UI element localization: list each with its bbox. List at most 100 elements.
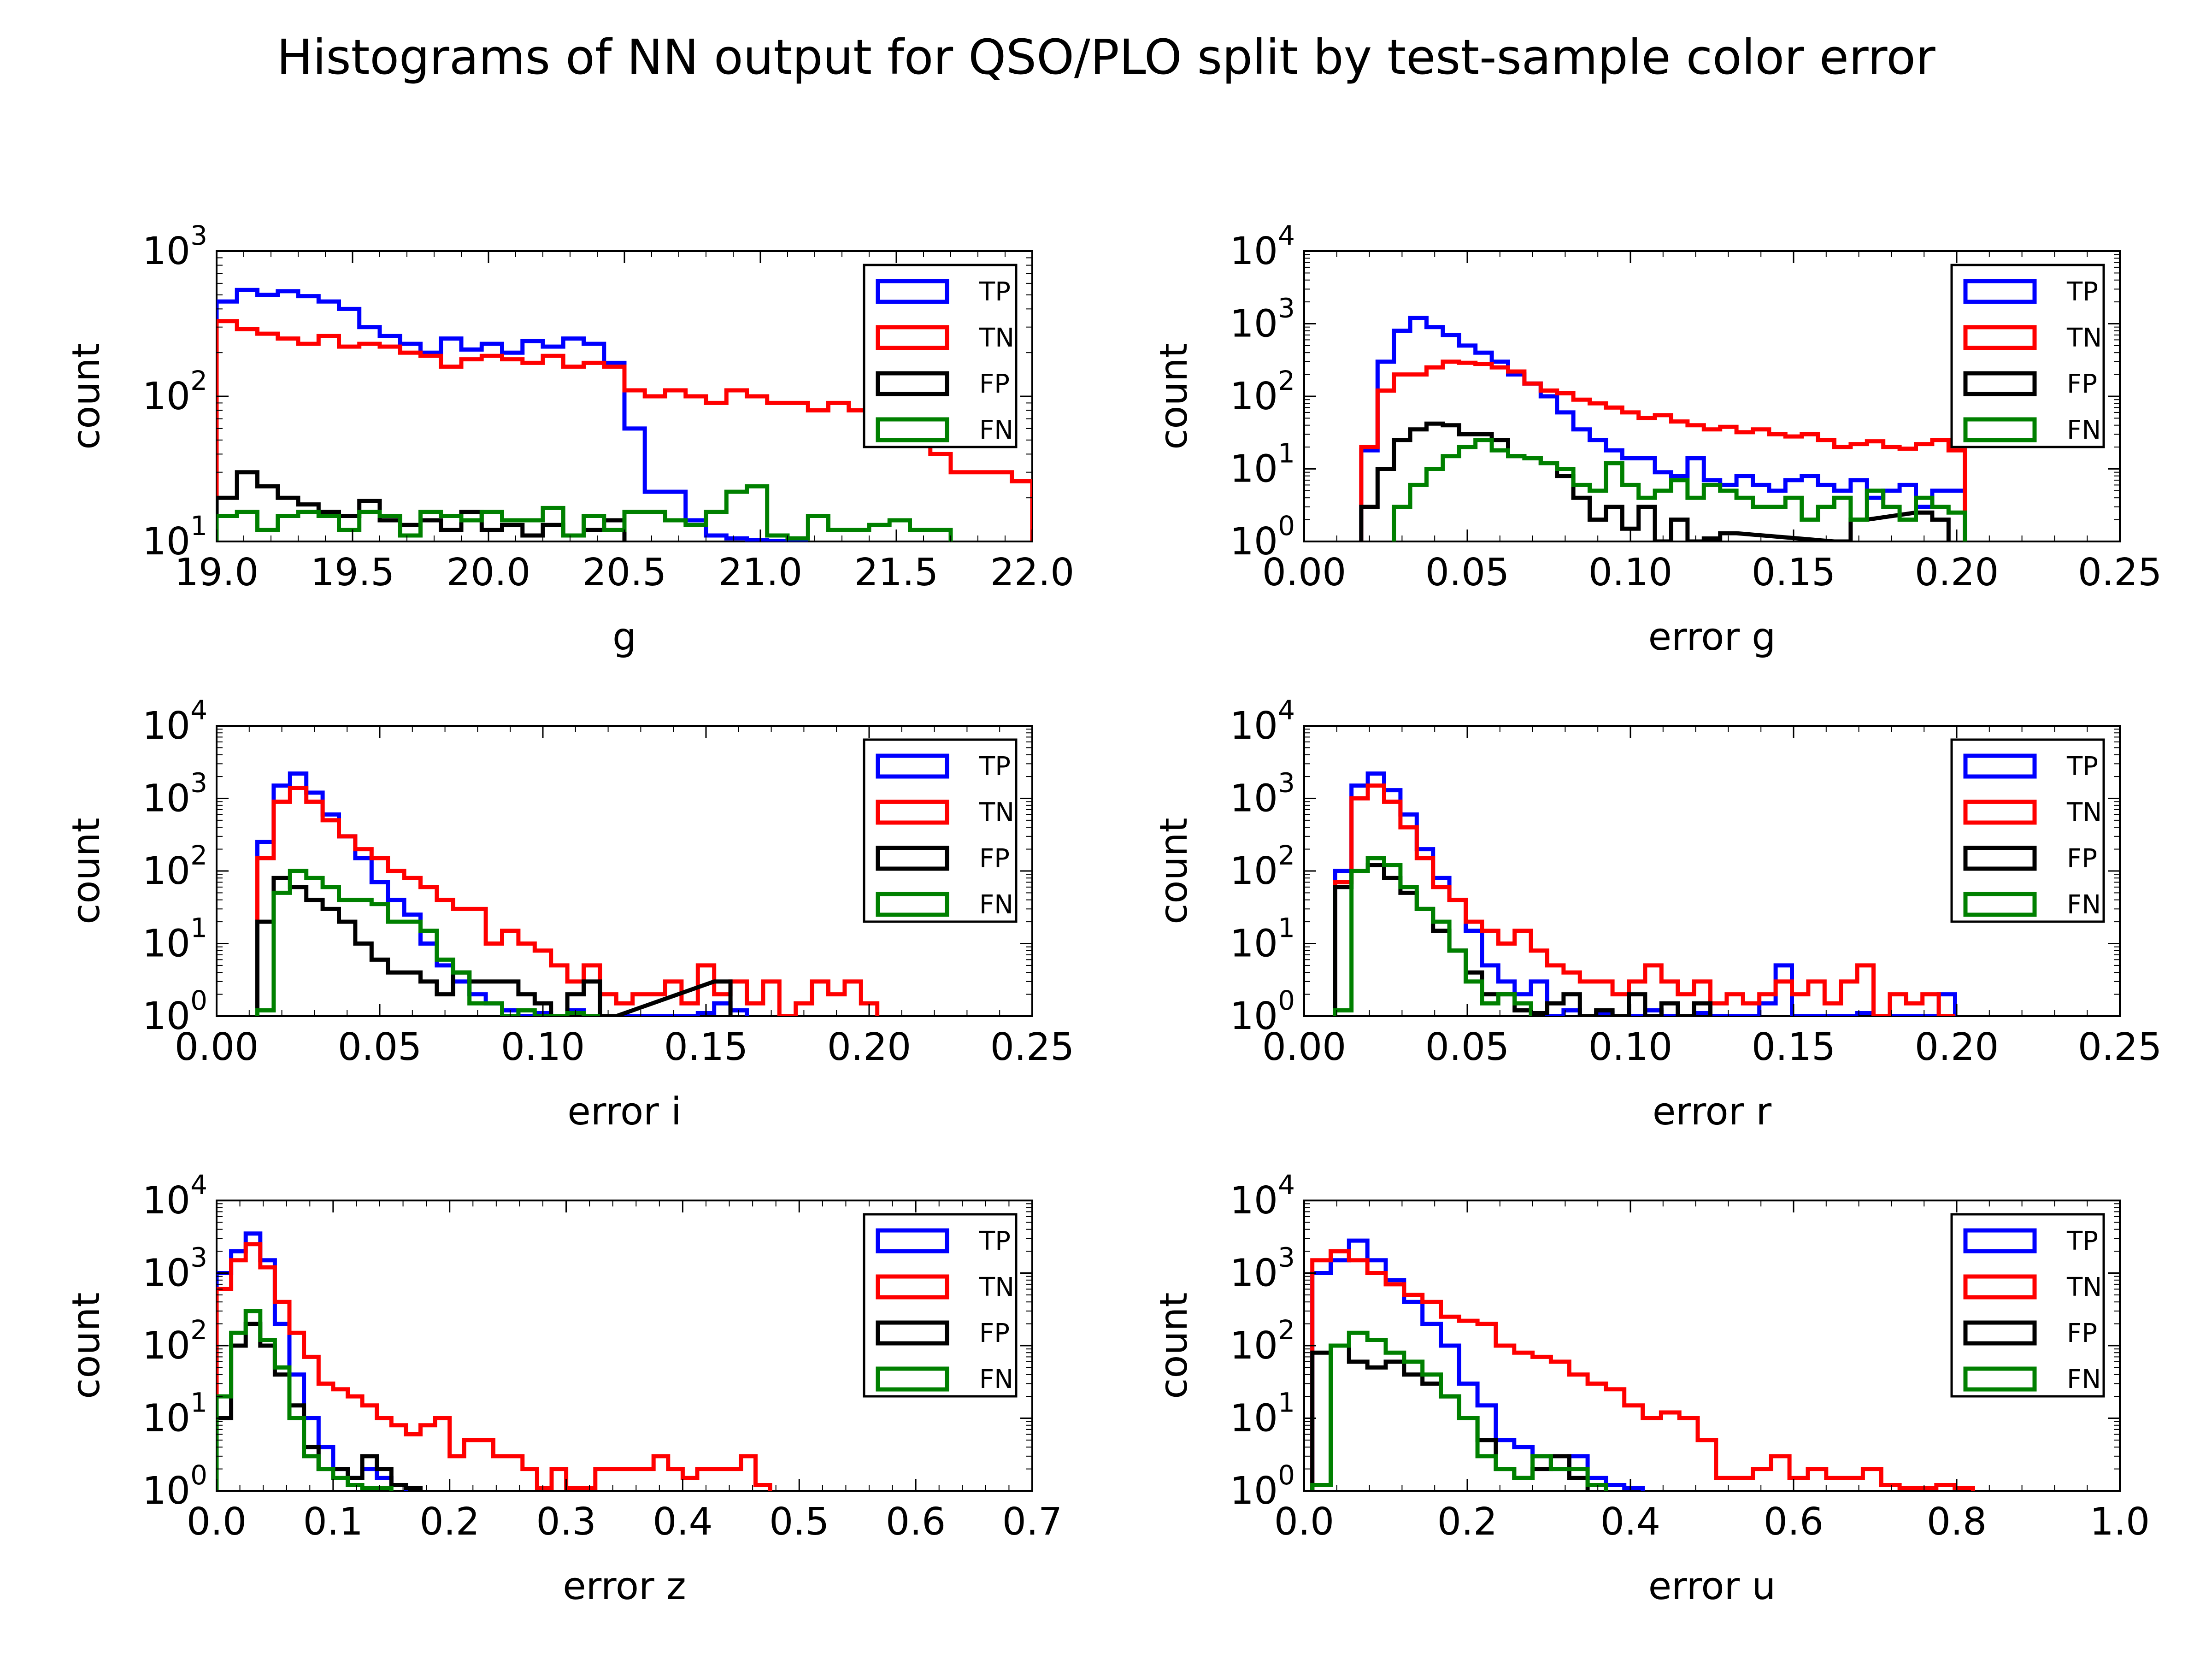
legend-label-TP: TP [979,752,1011,782]
y-tick-exponent: 2 [1278,1314,1295,1346]
y-tick-exponent: 1 [1278,912,1295,944]
y-tick-label: 100 [1230,510,1295,564]
y-tick-base: 10 [142,1179,190,1223]
legend-box [1950,738,2105,923]
y-tick-base: 10 [1230,447,1278,491]
legend-label-FN: FN [979,890,1013,920]
legend-swatch-FP [1963,846,2037,871]
legend-swatch-FP [1963,371,2037,396]
legend-swatch-TN [1963,1274,2037,1300]
y-tick-base: 10 [142,1324,190,1368]
legend-label-FP: FP [979,844,1010,874]
y-tick-label: 104 [1230,220,1295,273]
legend-label-TN: TN [2066,323,2102,353]
x-axis-label: error g [1648,615,1776,659]
x-tick-label: 0.05 [338,1025,422,1069]
x-tick-label: 0.10 [1588,551,1673,594]
y-tick-base: 10 [1230,302,1278,346]
y-tick-exponent: 4 [190,1169,207,1200]
y-axis-label: count [1152,1292,1196,1399]
legend-label-FP: FP [2067,369,2097,399]
x-tick-label: 0.6 [1764,1500,1824,1544]
series-TN [217,1242,772,1491]
legend-swatch-TN [876,800,949,825]
series-FN [217,484,953,541]
x-tick-label: 20.0 [447,551,531,594]
legend-swatch-TP [1963,1228,2037,1253]
x-axis-label: error r [1653,1090,1772,1134]
x-tick-label: 0.20 [1915,1025,1999,1069]
y-tick-exponent: 0 [1278,510,1295,541]
histogram-lines [255,771,880,1016]
legend-swatch-TN [876,1274,949,1300]
legend-label-TN: TN [979,1272,1014,1302]
subplot-grid: 19.0 19.5 20.0 20.5 21.0 21.5 22.0101102103gco… [65,220,2162,1608]
y-axis-label: count [65,818,108,924]
x-tick-label: 0.15 [1752,1025,1836,1069]
histogram-lines [1359,316,1967,541]
legend-swatch-TP [876,279,949,304]
y-tick-base: 10 [1230,777,1278,821]
y-tick-base: 10 [1230,1324,1278,1368]
series-TP [217,288,808,541]
y-tick-base: 10 [142,1397,190,1441]
x-tick-label: 0.25 [2078,1025,2162,1069]
y-tick-base: 10 [1230,1179,1278,1223]
y-tick-label: 103 [142,767,207,821]
legend-swatch-TP [876,753,949,779]
legend-swatch-FP [1963,1320,2037,1346]
x-tick-label: 0.15 [1752,551,1836,594]
legend: TP TN FP FN [863,264,1018,448]
y-tick-label: 103 [1230,767,1295,821]
series-FN [1333,856,1533,1016]
x-tick-label: 19.5 [311,551,395,594]
x-tick-label: 0.20 [1915,551,1999,594]
legend-box [863,738,1018,923]
legend-box [1950,264,2105,448]
y-tick-exponent: 0 [190,985,207,1016]
series-FN [217,1309,394,1491]
series-TN [255,786,880,1016]
series-FP [1359,421,1951,541]
y-tick-base: 10 [142,1469,190,1513]
x-axis-label: error z [563,1565,686,1608]
x-axis-label: error i [567,1090,681,1134]
x-tick-label: 0.0 [1274,1500,1334,1544]
legend-box [863,1213,1018,1398]
y-tick-base: 10 [142,520,190,564]
y-tick-exponent: 3 [1278,293,1295,324]
legend: TP TN FP FN [1950,738,2105,923]
series-TN [1310,1249,1975,1491]
y-tick-label: 102 [1230,1314,1295,1368]
y-tick-base: 10 [1230,704,1278,748]
series-TN [1333,783,1955,1016]
histogram-lines [1333,771,1957,1016]
legend-label-TP: TP [979,277,1011,307]
y-tick-label: 102 [1230,840,1295,893]
legend-swatch-FP [876,1320,949,1346]
legend-box [863,264,1018,448]
legend-box [1950,1213,2105,1398]
y-tick-label: 104 [142,694,207,748]
x-tick-label: 0.2 [420,1500,480,1544]
y-tick-base: 10 [142,922,190,966]
legend-swatch-TN [1963,800,2037,825]
legend: TP TN FP FN [1950,264,2105,448]
legend-label-TP: TP [979,1226,1011,1256]
series-TP [255,771,749,1016]
y-tick-label: 102 [142,840,207,893]
y-tick-exponent: 4 [1278,220,1295,251]
x-tick-label: 0.25 [990,1025,1075,1069]
legend-label-FN: FN [2067,890,2101,920]
x-tick-label: 1.0 [2090,1500,2150,1544]
y-tick-label: 100 [1230,985,1295,1038]
y-tick-label: 103 [142,1242,207,1295]
x-tick-label: 0.5 [769,1500,829,1544]
x-tick-label: 0.4 [653,1500,712,1544]
y-tick-base: 10 [142,375,190,418]
histogram-lines [217,1231,772,1491]
y-tick-label: 101 [1230,1387,1295,1441]
legend-label-TN: TN [979,798,1014,828]
x-tick-label: 0.3 [536,1500,596,1544]
y-tick-base: 10 [142,994,190,1038]
